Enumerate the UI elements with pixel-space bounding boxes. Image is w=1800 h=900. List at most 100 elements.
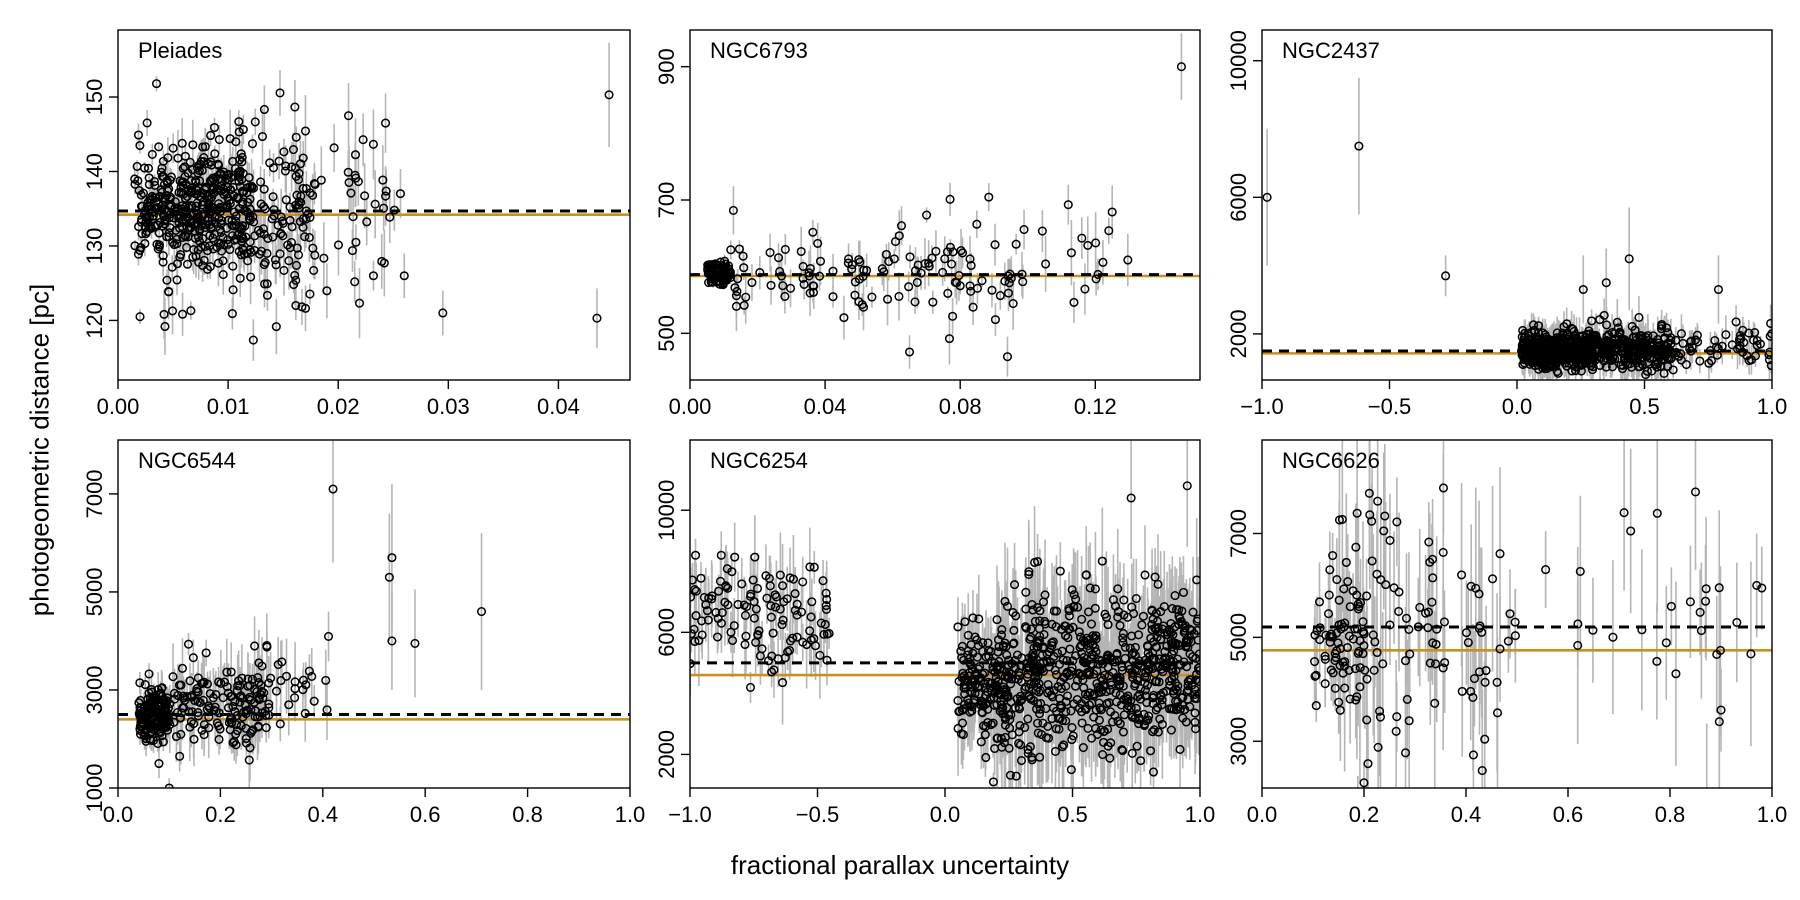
data-point bbox=[290, 270, 300, 280]
data-point bbox=[972, 219, 982, 229]
data-point bbox=[218, 233, 228, 243]
data-point bbox=[244, 694, 254, 704]
data-point bbox=[1529, 348, 1539, 358]
y-tick-label: 2000 bbox=[1226, 309, 1251, 358]
data-point bbox=[267, 214, 277, 224]
data-point bbox=[924, 261, 934, 271]
data-point bbox=[377, 256, 387, 266]
data-point bbox=[410, 638, 420, 648]
y-tick-label: 150 bbox=[82, 79, 107, 116]
data-point bbox=[177, 204, 187, 214]
data-point bbox=[738, 251, 748, 261]
data-point bbox=[234, 117, 244, 127]
data-point bbox=[180, 172, 190, 182]
data-point bbox=[234, 172, 244, 182]
data-point bbox=[1623, 353, 1633, 363]
x-tick-label: −1.0 bbox=[1240, 394, 1283, 419]
data-point bbox=[344, 177, 354, 188]
data-point bbox=[192, 683, 202, 694]
data-point bbox=[144, 669, 154, 679]
data-point bbox=[134, 185, 144, 196]
data-point bbox=[237, 152, 247, 162]
data-point bbox=[995, 291, 1005, 301]
data-point bbox=[1626, 362, 1637, 372]
panel-frame bbox=[689, 29, 1201, 381]
data-point bbox=[1706, 356, 1717, 366]
data-point bbox=[894, 291, 904, 302]
data-point bbox=[1750, 327, 1760, 338]
x-tick-label: 0.04 bbox=[804, 394, 847, 419]
data-point bbox=[1003, 271, 1013, 281]
data-point bbox=[189, 208, 199, 218]
data-point bbox=[813, 238, 823, 248]
data-point bbox=[209, 705, 219, 715]
data-point bbox=[316, 175, 326, 185]
data-point bbox=[1571, 333, 1582, 343]
data-point bbox=[172, 259, 182, 269]
data-point bbox=[1692, 330, 1702, 340]
data-point bbox=[301, 214, 311, 224]
data-point bbox=[142, 226, 152, 237]
panel-ngc6793: 0.00 0.04 0.08 0.12 500 700 900 NGC6793 bbox=[654, 29, 1201, 419]
data-point bbox=[281, 161, 291, 171]
data-point bbox=[1666, 333, 1676, 343]
data-point bbox=[1651, 360, 1661, 370]
data-point bbox=[329, 143, 339, 153]
data-point bbox=[387, 553, 397, 563]
panel-frame bbox=[117, 29, 631, 381]
data-point bbox=[232, 710, 242, 721]
data-point bbox=[905, 252, 915, 262]
data-point bbox=[168, 306, 178, 316]
data-point bbox=[879, 267, 889, 277]
data-point bbox=[204, 723, 214, 733]
data-point bbox=[188, 140, 198, 150]
data-point bbox=[252, 712, 263, 722]
data-point bbox=[798, 261, 808, 272]
data-point bbox=[1676, 349, 1686, 359]
data-point bbox=[239, 245, 249, 255]
data-point bbox=[262, 279, 272, 289]
data-point bbox=[265, 158, 275, 168]
data-point bbox=[778, 281, 788, 291]
data-point bbox=[1553, 368, 1563, 378]
data-point bbox=[438, 308, 448, 318]
data-point bbox=[1003, 288, 1014, 298]
data-point bbox=[227, 231, 238, 241]
panel-ngc6544: 0.0 0.2 0.4 0.6 0.8 1.0 1000 3000 5000 7000 NGC654… bbox=[82, 439, 645, 827]
data-point bbox=[182, 692, 192, 702]
data-point bbox=[183, 639, 194, 649]
data-point bbox=[214, 677, 224, 687]
data-point bbox=[1104, 226, 1114, 236]
data-point bbox=[1565, 346, 1575, 356]
data-point bbox=[948, 311, 958, 321]
data-point bbox=[799, 279, 809, 289]
data-point bbox=[208, 233, 218, 243]
data-point bbox=[308, 190, 318, 200]
data-point bbox=[294, 200, 304, 210]
data-point bbox=[225, 245, 235, 255]
data-point bbox=[1262, 192, 1272, 202]
data-point bbox=[1538, 363, 1548, 373]
data-point bbox=[266, 673, 276, 683]
data-point bbox=[347, 246, 358, 256]
data-point bbox=[285, 202, 295, 212]
data-point bbox=[309, 179, 319, 189]
data-point bbox=[805, 288, 815, 298]
data-point bbox=[186, 306, 196, 316]
data-point bbox=[319, 253, 329, 263]
data-point bbox=[1605, 351, 1615, 361]
x-tick-label: 1.0 bbox=[1757, 394, 1788, 419]
data-point bbox=[1678, 338, 1688, 348]
data-point bbox=[922, 210, 932, 220]
data-point bbox=[1713, 284, 1723, 295]
data-point bbox=[942, 247, 952, 257]
data-point bbox=[298, 183, 308, 193]
data-point bbox=[178, 163, 188, 173]
data-point bbox=[884, 256, 894, 267]
data-points bbox=[134, 484, 487, 788]
data-point bbox=[809, 281, 819, 291]
data-point bbox=[808, 227, 818, 237]
data-point bbox=[1765, 331, 1772, 341]
data-point bbox=[284, 700, 294, 710]
data-point bbox=[223, 239, 233, 249]
